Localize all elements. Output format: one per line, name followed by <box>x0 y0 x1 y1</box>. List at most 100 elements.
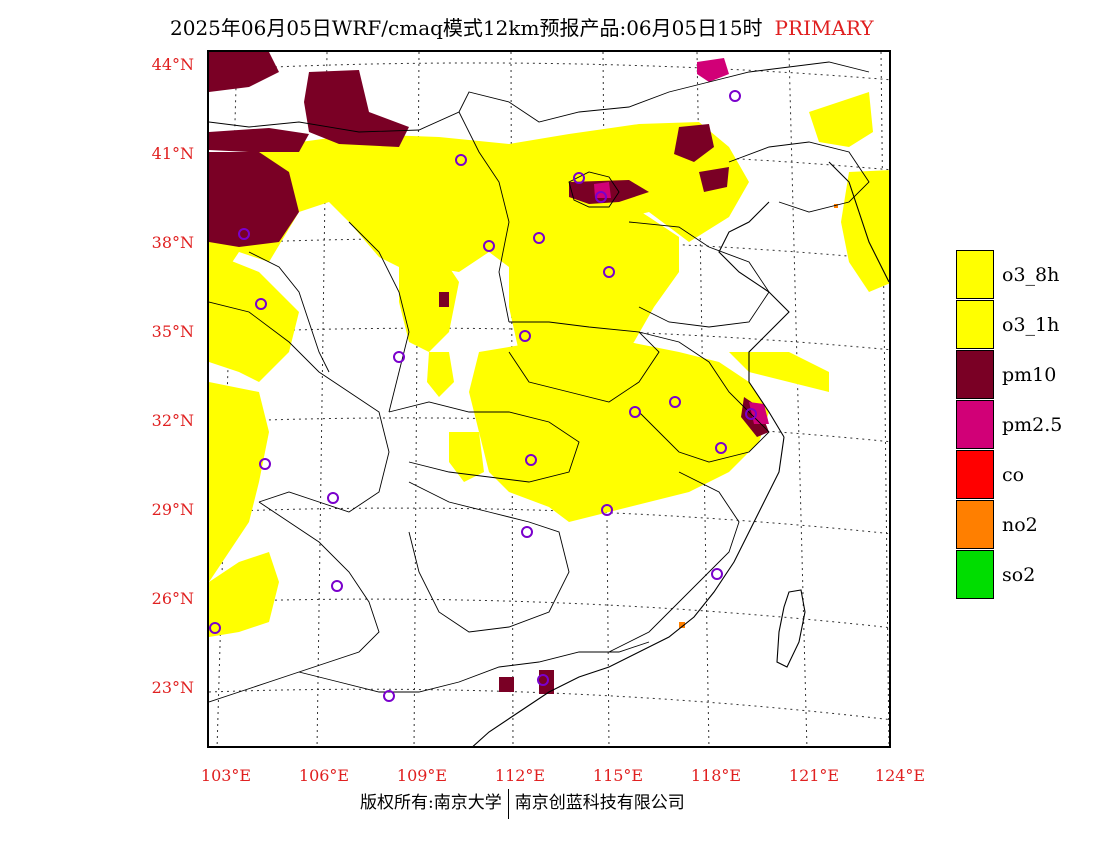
lat-label-44: 44°N <box>151 55 194 74</box>
lat-label-38: 38°N <box>151 233 194 252</box>
pm10-west-block <box>209 152 299 247</box>
legend-label-co: co <box>1002 464 1025 486</box>
station-7 <box>533 232 545 244</box>
o3-north-band <box>209 122 749 292</box>
station-14 <box>745 408 757 420</box>
boundary-inner-mongolia <box>209 61 870 133</box>
legend-label-no2: no2 <box>1002 514 1038 536</box>
boundary-sichuan-chongqing <box>209 301 390 513</box>
station-12 <box>669 396 681 408</box>
station-2 <box>455 154 467 166</box>
boundary-henan <box>508 321 660 403</box>
o3-west-sichuan <box>209 252 299 382</box>
legend-label-o3-8h: o3_8h <box>1002 264 1060 286</box>
graticule-lat-26 <box>209 598 889 629</box>
no2-spot-coast <box>834 204 838 208</box>
lat-label-35: 35°N <box>151 322 194 341</box>
station-6 <box>483 240 495 252</box>
lat-label-41: 41°N <box>151 144 194 163</box>
station-15 <box>715 442 727 454</box>
legend-label-so2: so2 <box>1002 564 1036 586</box>
primary-tag: PRIMARY <box>774 16 874 40</box>
lon-label-103: 103°E <box>200 766 252 785</box>
legend-label-o3-1h: o3_1h <box>1002 314 1060 336</box>
station-25 <box>383 690 395 702</box>
boundary-beijing-tianjin <box>568 171 620 208</box>
footer-divider <box>507 788 509 819</box>
boundary-jiangsu-anhui <box>638 331 770 463</box>
boundary-liaoning <box>728 141 870 213</box>
title-text: 2025年06月05日WRF/cmaq模式12km预报产品:06月05日15时 <box>170 16 763 40</box>
o3-central <box>469 342 769 522</box>
lat-label-23: 23°N <box>151 678 194 697</box>
coast-bohai-yellow-sea <box>718 201 790 438</box>
map-panel[interactable] <box>207 50 891 748</box>
station-23 <box>209 622 221 634</box>
pm10-tianjin <box>699 167 729 192</box>
legend-swatch-pm10 <box>956 350 994 399</box>
graticule-lon-106 <box>316 52 328 746</box>
boundary-hubei <box>388 401 580 483</box>
copyright-company: 南京创蓝科技有限公司 <box>514 793 685 813</box>
pollutant-map <box>209 52 889 746</box>
o3-east-coast-band <box>729 352 829 392</box>
graticule-lat-44 <box>209 62 889 81</box>
station-5 <box>238 228 250 240</box>
lat-label-32: 32°N <box>151 411 194 430</box>
boundary-zhejiang-fujian <box>608 471 740 653</box>
station-4 <box>595 191 607 203</box>
graticule-lat-35 <box>209 327 889 351</box>
pm10-northwest-strip <box>209 128 309 152</box>
pm25-hebei <box>594 182 611 198</box>
coastline <box>472 161 889 746</box>
graticule-lat-23 <box>209 688 889 721</box>
no2-areas <box>679 204 838 628</box>
map-title: 2025年06月05日WRF/cmaq模式12km预报产品:06月05日15时 P… <box>170 12 874 41</box>
boundary-guizhou-yunnan <box>209 501 380 703</box>
o3-west-loess <box>399 252 459 352</box>
legend-swatch-so2 <box>956 550 994 599</box>
copyright-footer: 版权所有:南京大学 南京创蓝科技有限公司 <box>360 788 685 819</box>
station-10 <box>519 330 531 342</box>
graticule-lat-32 <box>209 417 889 443</box>
no2-spot-fujian <box>679 622 685 628</box>
coast-korea-peninsula <box>828 161 889 283</box>
coast-east-china-sea <box>472 436 785 746</box>
station-16 <box>259 458 271 470</box>
stations <box>209 90 757 702</box>
lon-label-115: 115°E <box>592 766 644 785</box>
pm10-ne-corner <box>209 52 279 92</box>
copyright-owner: 版权所有:南京大学 <box>360 793 502 813</box>
o3-shanxi-blocks <box>427 352 454 397</box>
pm25-north-top <box>697 58 729 82</box>
station-19 <box>601 504 613 516</box>
lon-label-124: 124°E <box>874 766 926 785</box>
legend-label-pm25: pm2.5 <box>1002 414 1063 436</box>
pm10-inner-mongolia <box>304 70 409 147</box>
station-9 <box>603 266 615 278</box>
station-20 <box>521 526 533 538</box>
station-11 <box>393 351 405 363</box>
station-3 <box>573 172 585 184</box>
station-24 <box>537 674 549 686</box>
boundary-gansu-ningxia <box>248 251 330 373</box>
station-17 <box>525 454 537 466</box>
lon-label-112: 112°E <box>494 766 546 785</box>
graticule-lon-121 <box>788 52 808 746</box>
o3-shaanxi-column <box>499 372 519 442</box>
lon-label-109: 109°E <box>396 766 448 785</box>
boundary-hunan-jiangxi <box>408 481 570 633</box>
station-21 <box>711 568 723 580</box>
o3-north-upper <box>809 92 873 147</box>
graticule-lon-124 <box>880 52 889 746</box>
station-18 <box>327 492 339 504</box>
lat-label-29: 29°N <box>151 500 194 519</box>
o3-hubei-blob <box>449 432 484 482</box>
lon-label-106: 106°E <box>298 766 350 785</box>
lon-label-121: 121°E <box>788 766 840 785</box>
pm10-beijing <box>674 124 714 162</box>
graticule-lat-38 <box>209 238 889 261</box>
pm10-shaanxi <box>439 292 449 307</box>
province-boundaries <box>209 61 870 703</box>
station-1 <box>729 90 741 102</box>
